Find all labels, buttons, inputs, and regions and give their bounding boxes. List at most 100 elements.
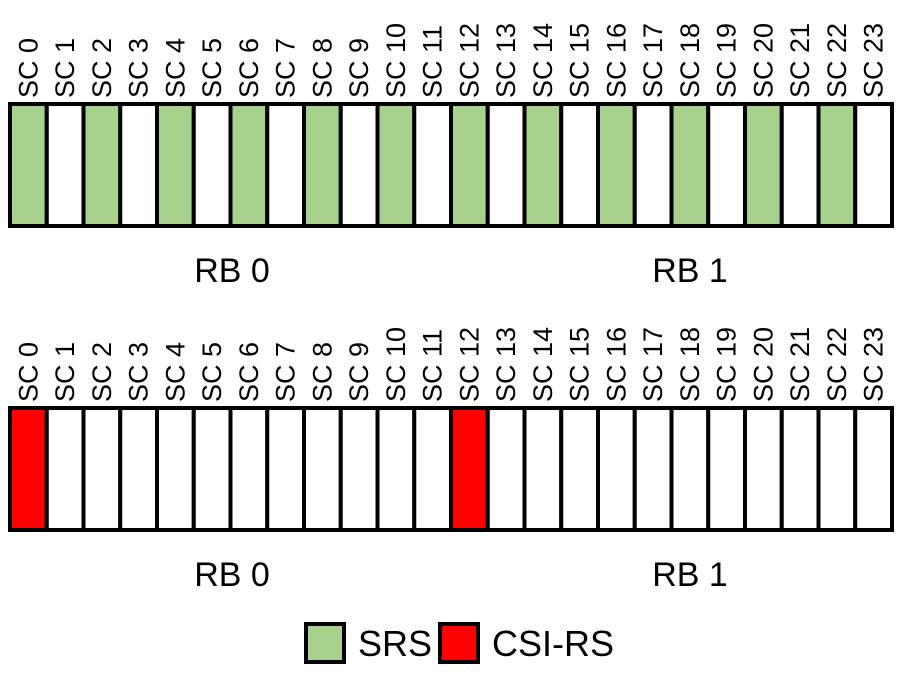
subcarrier-cell-9 (338, 102, 380, 228)
subcarrier-label-14: SC 14 (528, 23, 558, 98)
legend-swatch-csi-rs (438, 622, 480, 664)
subcarrier-cell-11 (412, 406, 453, 532)
subcarrier-label-15: SC 15 (565, 23, 595, 98)
subcarrier-label-10: SC 10 (381, 327, 411, 402)
legend-swatch-srs (304, 622, 346, 664)
subcarrier-label-20: SC 20 (748, 23, 778, 98)
subcarrier-label-17: SC 17 (638, 327, 668, 402)
subcarrier-cell-12 (449, 406, 490, 532)
subcarrier-label-23: SC 23 (859, 327, 889, 402)
subcarrier-label-2: SC 2 (87, 38, 117, 98)
legend: SRS CSI-RS (304, 622, 614, 664)
subcarrier-cell-23 (853, 102, 894, 228)
resource-block-label-1: RB 1 (652, 556, 728, 594)
subcarrier-grid-0: SC 0 SC 1 SC 2 SC 3 SC 4 SC 5 SC 6 SC 7 SC 8 SC 9… (8, 23, 894, 290)
subcarrier-label-3: SC 3 (124, 38, 154, 98)
subcarrier-label-8: SC 8 (307, 342, 337, 402)
subcarrier-cell-20 (743, 102, 784, 228)
subcarrier-label-6: SC 6 (234, 342, 264, 402)
subcarrier-cell-4 (155, 102, 196, 228)
subcarrier-cell-6 (228, 406, 270, 532)
subcarrier-cell-1 (44, 102, 86, 228)
subcarrier-cell-13 (485, 102, 527, 228)
subcarrier-cell-11 (412, 102, 453, 228)
subcarrier-label-23: SC 23 (859, 23, 889, 98)
subcarrier-cell-3 (118, 102, 159, 228)
subcarrier-cell-15 (559, 406, 600, 532)
subcarrier-label-9: SC 9 (344, 342, 374, 402)
subcarrier-label-4: SC 4 (160, 38, 190, 98)
subcarrier-cell-10 (375, 406, 417, 532)
subcarrier-cell-19 (706, 102, 747, 228)
subcarrier-cell-5 (191, 406, 233, 532)
subcarrier-label-22: SC 22 (822, 23, 852, 98)
subcarrier-cell-14 (522, 102, 564, 228)
subcarrier-cell-9 (338, 406, 380, 532)
subcarrier-cell-22 (816, 102, 858, 228)
subcarrier-cell-20 (743, 406, 784, 532)
subcarrier-label-13: SC 13 (491, 327, 521, 402)
subcarrier-label-0: SC 0 (13, 342, 43, 402)
subcarrier-label-16: SC 16 (601, 23, 631, 98)
subcarrier-label-18: SC 18 (675, 23, 705, 98)
subcarrier-cell-1 (44, 406, 86, 532)
subcarrier-cell-16 (596, 406, 637, 532)
subcarrier-cell-23 (853, 406, 894, 532)
subcarrier-cell-21 (779, 102, 821, 228)
subcarrier-label-0: SC 0 (13, 38, 43, 98)
subcarrier-cell-18 (669, 102, 711, 228)
subcarrier-label-7: SC 7 (271, 342, 301, 402)
subcarrier-label-11: SC 11 (418, 25, 448, 98)
subcarrier-cell-17 (632, 406, 674, 532)
subcarrier-cell-21 (779, 406, 821, 532)
subcarrier-cell-8 (302, 102, 343, 228)
subcarrier-cell-0 (8, 406, 49, 532)
subcarrier-cell-2 (81, 102, 123, 228)
subcarrier-label-2: SC 2 (87, 342, 117, 402)
subcarrier-cell-16 (596, 102, 637, 228)
subcarrier-cell-2 (81, 406, 123, 532)
subcarrier-label-8: SC 8 (307, 38, 337, 98)
subcarrier-cell-22 (816, 406, 858, 532)
subcarrier-label-1: SC 1 (50, 342, 80, 402)
subcarrier-cell-7 (265, 406, 306, 532)
subcarrier-label-10: SC 10 (381, 23, 411, 98)
subcarrier-cell-5 (191, 102, 233, 228)
subcarrier-cell-18 (669, 406, 711, 532)
subcarrier-cell-8 (302, 406, 343, 532)
legend-label-srs: SRS (358, 623, 432, 664)
subcarrier-label-9: SC 9 (344, 38, 374, 98)
subcarrier-grid-1: SC 0 SC 1 SC 2 SC 3 SC 4 SC 5 SC 6 SC 7 SC 8 SC 9… (8, 327, 894, 594)
subcarrier-label-12: SC 12 (454, 23, 484, 98)
subcarrier-cell-7 (265, 102, 306, 228)
subcarrier-label-17: SC 17 (638, 23, 668, 98)
subcarrier-cell-14 (522, 406, 564, 532)
resource-block-label-1: RB 1 (652, 252, 728, 290)
subcarrier-label-21: SC 21 (785, 327, 815, 402)
subcarrier-cell-12 (449, 102, 490, 228)
resource-block-label-0: RB 0 (194, 556, 270, 594)
resource-block-label-0: RB 0 (194, 252, 270, 290)
subcarrier-label-19: SC 19 (712, 327, 742, 402)
subcarrier-label-16: SC 16 (601, 327, 631, 402)
subcarrier-cell-10 (375, 102, 417, 228)
subcarrier-label-1: SC 1 (50, 38, 80, 98)
subcarrier-cell-19 (706, 406, 747, 532)
subcarrier-label-14: SC 14 (528, 327, 558, 402)
subcarrier-label-21: SC 21 (785, 23, 815, 98)
subcarrier-label-5: SC 5 (197, 38, 227, 98)
subcarrier-cell-0 (8, 102, 49, 228)
subcarrier-label-7: SC 7 (271, 38, 301, 98)
subcarrier-label-6: SC 6 (234, 38, 264, 98)
subcarrier-label-19: SC 19 (712, 23, 742, 98)
subcarrier-cell-4 (155, 406, 196, 532)
subcarrier-label-15: SC 15 (565, 327, 595, 402)
subcarrier-cell-15 (559, 102, 600, 228)
subcarrier-cell-17 (632, 102, 674, 228)
subcarrier-label-18: SC 18 (675, 327, 705, 402)
subcarrier-label-4: SC 4 (160, 342, 190, 402)
subcarrier-label-3: SC 3 (124, 342, 154, 402)
subcarrier-label-13: SC 13 (491, 23, 521, 98)
subcarrier-label-12: SC 12 (454, 327, 484, 402)
